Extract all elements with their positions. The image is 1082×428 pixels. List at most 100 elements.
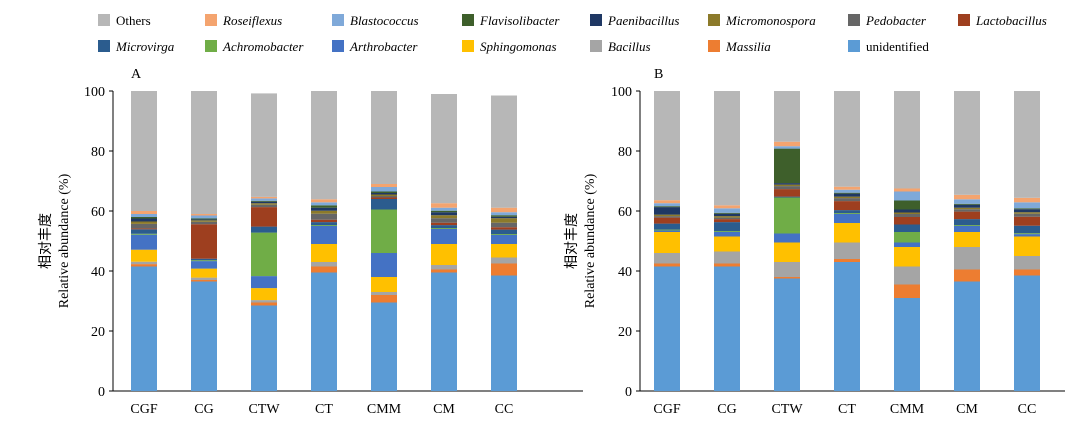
bar-segment-lactobacillus [431, 222, 457, 226]
legend-swatch-others [98, 14, 110, 26]
x-tick-label: CTW [248, 402, 280, 417]
bar-segment-micromonospora [191, 220, 217, 222]
bar-segment-blastococcus [714, 208, 740, 213]
bar-segment-pedobacter [431, 218, 457, 223]
bar-segment-achromobacter [1014, 233, 1040, 235]
bar-segment-arthrobacter [774, 233, 800, 243]
bar-segment-achromobacter [774, 197, 800, 234]
legend-swatch-bacillus [590, 40, 602, 52]
y-tick-label: 40 [91, 265, 105, 280]
bar-segment-blastococcus [834, 189, 860, 193]
bar-segment-massilia [131, 264, 157, 267]
bar-segment-massilia [714, 263, 740, 267]
bar-segment-sphingomonas [774, 242, 800, 262]
bar-segment-lactobacillus [894, 217, 920, 225]
bar-segment-flavisolibacter [191, 218, 217, 220]
bar-segment-pedobacter [371, 196, 397, 198]
bar-segment-achromobacter [371, 209, 397, 253]
legend-item-achromobacter: Achromobacter [205, 39, 304, 54]
legend-label-massilia: Massilia [725, 39, 771, 54]
bar-segment-microvirga [774, 196, 800, 198]
x-tick-label: CM [433, 402, 455, 417]
legend-label-micromonospora: Micromonospora [725, 13, 816, 28]
bar-segment-micromonospora [834, 196, 860, 199]
bar-segment-microvirga [834, 210, 860, 214]
bar-segment-achromobacter [954, 225, 980, 226]
bar-segment-unidentified [834, 262, 860, 391]
bar-segment-roseiflexus [131, 211, 157, 214]
bar-stack-cm [431, 94, 457, 391]
bar-stack-ct [834, 91, 860, 391]
bar-segment-roseiflexus [954, 194, 980, 200]
bar-segment-sphingomonas [894, 247, 920, 267]
bar-segment-unidentified [491, 275, 517, 391]
x-tick-label: CG [717, 402, 736, 417]
bar-segment-unidentified [1014, 275, 1040, 391]
y-tick-label: 60 [618, 205, 632, 220]
bar-segment-roseiflexus [894, 188, 920, 192]
bar-segment-arthrobacter [654, 230, 680, 232]
bar-segment-micromonospora [1014, 212, 1040, 214]
bar-segment-flavisolibacter [131, 217, 157, 219]
bar-segment-sphingomonas [251, 288, 277, 301]
y-tick-label: 0 [625, 385, 632, 400]
bar-segment-flavisolibacter [894, 200, 920, 210]
bar-segment-sphingomonas [1014, 236, 1040, 256]
bar-segment-arthrobacter [894, 242, 920, 247]
bar-segment-unidentified [894, 298, 920, 391]
legend-item-roseiflexus: Roseiflexus [205, 13, 282, 28]
bar-segment-others [131, 91, 157, 211]
y-tick-label: 0 [98, 385, 105, 400]
bar-segment-lactobacillus [251, 207, 277, 227]
bar-segment-roseiflexus [834, 186, 860, 190]
bar-segment-pedobacter [834, 198, 860, 202]
legend-item-others: Others [98, 13, 151, 28]
bar-segment-achromobacter [431, 228, 457, 229]
bar-segment-blastococcus [774, 146, 800, 149]
x-tick-label: CGF [653, 402, 680, 417]
bar-stack-ctw [251, 93, 277, 391]
bar-segment-arthrobacter [431, 229, 457, 244]
bar-segment-blastococcus [1014, 202, 1040, 209]
bar-segment-bacillus [491, 257, 517, 264]
bar-segment-lactobacillus [954, 211, 980, 220]
bar-segment-others [191, 91, 217, 214]
bar-segment-blastococcus [131, 214, 157, 217]
bar-segment-blastococcus [371, 187, 397, 192]
bar-segment-roseiflexus [431, 203, 457, 208]
bar-segment-paenibacillus [1014, 209, 1040, 213]
legend-swatch-arthrobacter [332, 40, 344, 52]
bar-segment-achromobacter [251, 232, 277, 277]
bar-segment-arthrobacter [834, 214, 860, 223]
y-tick-label: 20 [618, 325, 632, 340]
bar-stack-cgf [654, 91, 680, 391]
x-tick-label: CG [194, 402, 213, 417]
legend-swatch-micromonospora [708, 14, 720, 26]
legend-swatch-unidentified [848, 40, 860, 52]
bar-stack-cg [714, 91, 740, 391]
bar-segment-flavisolibacter [654, 206, 680, 208]
bar-segment-paenibacillus [714, 213, 740, 217]
y-tick-label: 20 [91, 325, 105, 340]
bar-segment-arthrobacter [954, 226, 980, 232]
bar-segment-paenibacillus [191, 219, 217, 221]
bar-segment-sphingomonas [371, 277, 397, 292]
bar-segment-massilia [311, 266, 337, 273]
bar-segment-lactobacillus [131, 228, 157, 230]
bar-segment-unidentified [131, 266, 157, 391]
bar-segment-achromobacter [714, 231, 740, 232]
x-tick-label: CMM [367, 402, 402, 417]
bar-segment-sphingomonas [131, 249, 157, 262]
bar-segment-micromonospora [131, 221, 157, 224]
legend-swatch-sphingomonas [462, 40, 474, 52]
y-tick-label: 60 [91, 205, 105, 220]
bar-segment-micromonospora [894, 212, 920, 214]
bar-segment-micromonospora [431, 215, 457, 219]
legend-item-sphingomonas: Sphingomonas [462, 39, 557, 54]
legend-swatch-blastococcus [332, 14, 344, 26]
bar-segment-bacillus [954, 247, 980, 270]
bar-segment-sphingomonas [954, 232, 980, 247]
bar-segment-sphingomonas [714, 236, 740, 252]
bar-segment-flavisolibacter [834, 192, 860, 194]
x-tick-label: CC [1018, 402, 1037, 417]
